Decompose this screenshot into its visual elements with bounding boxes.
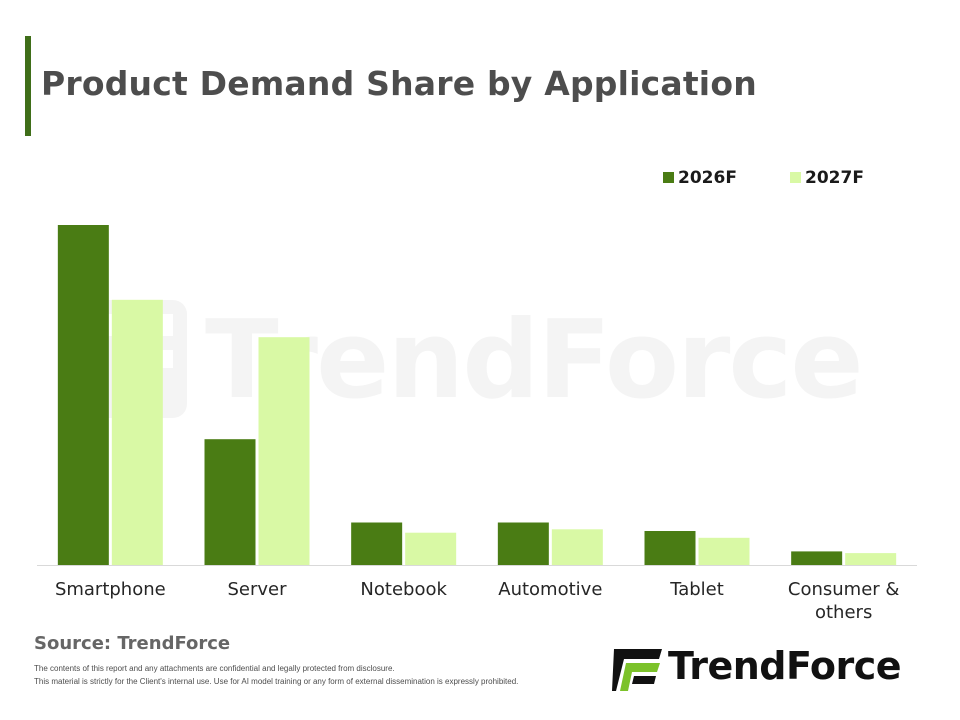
bar-2026f-3 [497, 522, 549, 565]
bar-2027f-4 [698, 537, 750, 565]
bar-2027f-2 [405, 532, 457, 565]
bar-2026f-2 [351, 522, 403, 565]
bar-2027f-5 [845, 553, 897, 565]
disclaimer-line-2: This material is strictly for the Client… [34, 677, 519, 686]
bar-2027f-0 [111, 299, 163, 565]
bar-chart: Smartphone Server Notebook Automotive Tablet… [37, 168, 917, 623]
trendforce-logo: TrendForce [612, 644, 932, 697]
x-tick-label: Notebook [360, 579, 447, 600]
title-accent-bar [25, 36, 31, 136]
bar-2027f-3 [551, 529, 603, 565]
bar-2026f-4 [644, 531, 696, 565]
legend-label-2027f: 2027F [805, 168, 864, 188]
page-title: Product Demand Share by Application [41, 64, 757, 103]
x-tick-label: Automotive [498, 579, 602, 600]
bar-2026f-0 [57, 225, 109, 565]
bar-2026f-5 [791, 551, 843, 565]
x-tick-label: Smartphone [55, 579, 166, 600]
source-note: Source: TrendForce [34, 633, 231, 654]
x-tick-label: Consumer & others [788, 579, 900, 623]
x-tick-label: Server [227, 579, 287, 600]
logo-wordmark: TrendForce [668, 644, 902, 688]
legend-swatch-2027f [790, 172, 801, 183]
x-tick-label: Tablet [669, 579, 724, 600]
trendforce-logo-icon [612, 649, 662, 691]
legend-swatch-2026f [663, 172, 674, 183]
bar-2027f-1 [258, 337, 310, 565]
disclaimer-line-1: The contents of this report and any atta… [34, 664, 395, 673]
legend-label-2026f: 2026F [678, 168, 737, 188]
bar-2026f-1 [204, 439, 256, 565]
